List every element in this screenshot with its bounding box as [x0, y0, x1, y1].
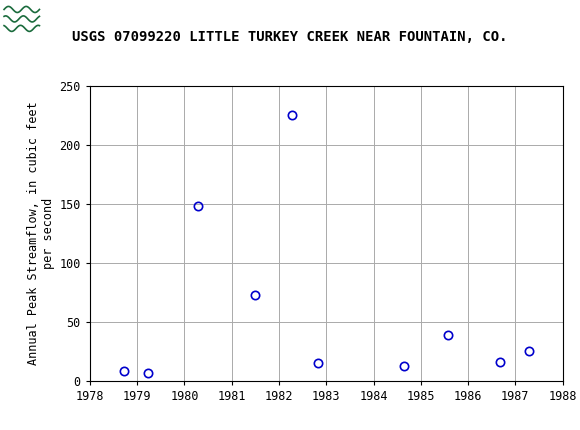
FancyBboxPatch shape: [3, 3, 42, 35]
Text: USGS: USGS: [46, 10, 102, 28]
Y-axis label: Annual Peak Streamflow, in cubic feet
per second: Annual Peak Streamflow, in cubic feet pe…: [27, 101, 55, 365]
Text: USGS 07099220 LITTLE TURKEY CREEK NEAR FOUNTAIN, CO.: USGS 07099220 LITTLE TURKEY CREEK NEAR F…: [72, 30, 508, 43]
